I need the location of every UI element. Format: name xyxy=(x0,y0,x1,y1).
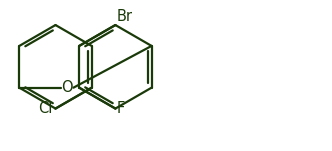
Text: F: F xyxy=(116,101,124,116)
Text: Br: Br xyxy=(116,9,132,24)
Text: O: O xyxy=(61,80,73,95)
Text: Cl: Cl xyxy=(39,101,53,116)
